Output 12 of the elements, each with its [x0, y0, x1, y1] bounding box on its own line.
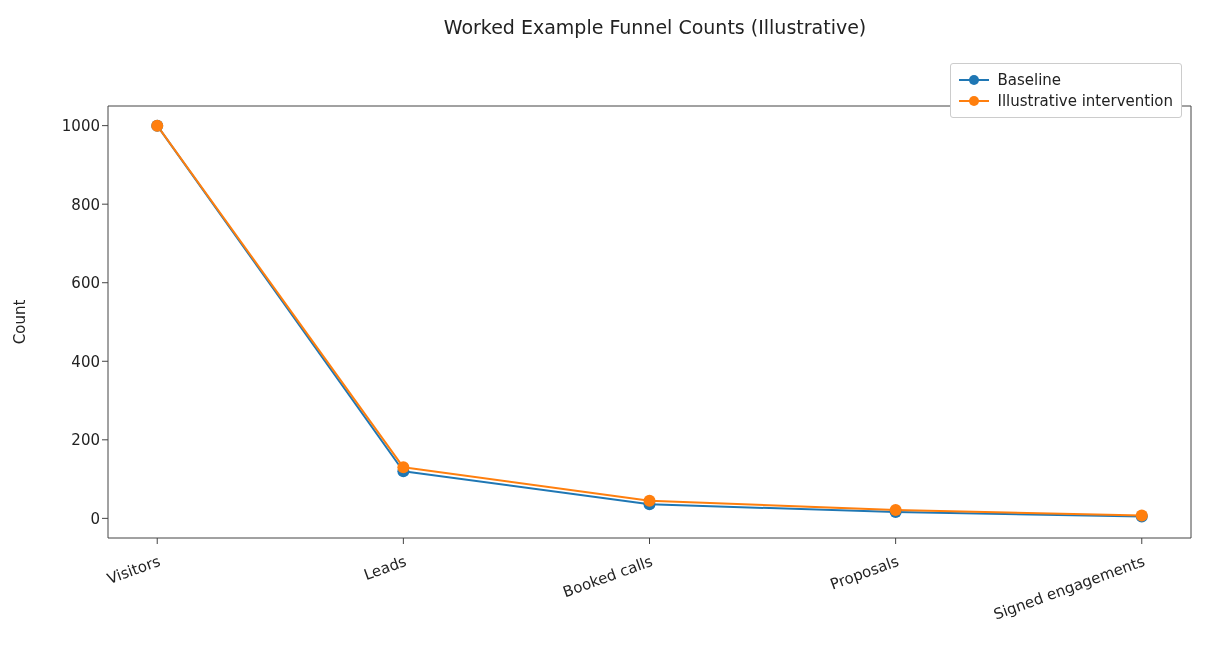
legend-label: Baseline [997, 71, 1062, 89]
legend-label: Illustrative intervention [997, 92, 1173, 110]
y-tick-label: 600 [71, 274, 100, 293]
y-tick-label: 400 [71, 352, 100, 371]
y-axis-title: Count [11, 299, 30, 345]
y-tick-label: 800 [71, 195, 100, 214]
x-tick-label: Visitors [104, 552, 163, 588]
chart-title: Worked Example Funnel Counts (Illustrative) [442, 16, 868, 38]
y-tick-label: 0 [90, 509, 100, 528]
x-tick-label: Leads [361, 552, 409, 585]
y-tick-label: 200 [71, 431, 100, 450]
y-tick-label: 1000 [61, 116, 100, 135]
